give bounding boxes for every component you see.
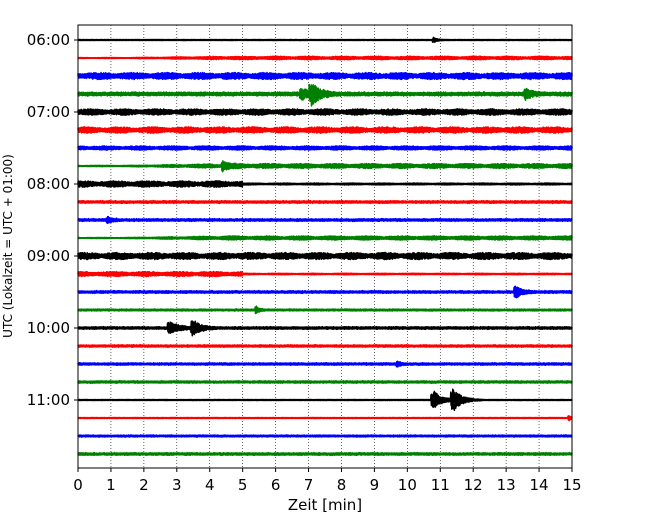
y-axis-label: UTC (Lokalzeit = UTC + 01:00) bbox=[1, 154, 15, 338]
y-tick-label: 08:00 bbox=[27, 175, 70, 193]
trace-row-0615 bbox=[77, 55, 573, 61]
trace-row-0915 bbox=[77, 270, 573, 278]
vertical-gridlines bbox=[110, 25, 540, 468]
x-tick-label: 3 bbox=[172, 476, 182, 494]
x-tick-label: 5 bbox=[238, 476, 248, 494]
x-tick-label: 10 bbox=[398, 476, 417, 494]
x-tick-label: 2 bbox=[139, 476, 149, 494]
trace-row-1000 bbox=[77, 320, 573, 337]
trace-row-1100 bbox=[77, 388, 573, 412]
trace-row-0600 bbox=[77, 36, 573, 43]
trace-row-0900 bbox=[77, 251, 573, 261]
trace-row-0630 bbox=[77, 71, 573, 81]
x-tick-label: 14 bbox=[530, 476, 549, 494]
x-tick-label: 7 bbox=[304, 476, 314, 494]
x-tick-label: 9 bbox=[370, 476, 380, 494]
y-tick-label: 09:00 bbox=[27, 247, 70, 265]
trace-row-1045 bbox=[77, 379, 573, 384]
trace-row-0715 bbox=[77, 126, 573, 134]
y-tick-label: 06:00 bbox=[27, 31, 70, 49]
y-tick-label: 10:00 bbox=[27, 319, 70, 337]
trace-row-0730 bbox=[77, 145, 573, 151]
trace-row-1145 bbox=[77, 451, 573, 457]
trace-row-0815 bbox=[77, 199, 573, 205]
trace-row-1015 bbox=[77, 343, 573, 349]
x-tick-label: 12 bbox=[464, 476, 483, 494]
trace-row-0930 bbox=[77, 285, 573, 299]
trace-row-0700 bbox=[77, 108, 573, 116]
trace-row-0800 bbox=[77, 180, 573, 188]
x-tick-label: 4 bbox=[205, 476, 215, 494]
trace-row-0845 bbox=[77, 235, 573, 241]
trace-row-0945 bbox=[77, 305, 573, 315]
x-tick-label: 0 bbox=[73, 476, 83, 494]
x-tick-label: 11 bbox=[431, 476, 450, 494]
x-tick-label: 1 bbox=[106, 476, 116, 494]
trace-row-1130 bbox=[77, 434, 573, 438]
plot-frame bbox=[77, 24, 573, 469]
trace-row-0745 bbox=[77, 160, 573, 173]
trace-row-0645 bbox=[77, 83, 573, 107]
x-tick-label: 8 bbox=[337, 476, 347, 494]
trace-row-1115 bbox=[77, 415, 573, 422]
x-tick-label: 13 bbox=[497, 476, 516, 494]
x-axis: 0 1 2 3 4 5 6 7 8 9 10 11 12 13 14 15 bbox=[73, 468, 582, 494]
trace-row-1030 bbox=[77, 360, 573, 368]
seismogram-traces bbox=[77, 36, 573, 457]
trace-row-0830 bbox=[77, 215, 573, 225]
x-tick-label: 15 bbox=[562, 476, 581, 494]
y-tick-label: 11:00 bbox=[27, 391, 70, 409]
x-axis-label: Zeit [min] bbox=[288, 496, 362, 514]
y-axis: 06:00 07:00 08:00 09:00 10:00 11:00 bbox=[27, 31, 78, 409]
y-tick-label: 07:00 bbox=[27, 103, 70, 121]
x-tick-label: 6 bbox=[271, 476, 281, 494]
